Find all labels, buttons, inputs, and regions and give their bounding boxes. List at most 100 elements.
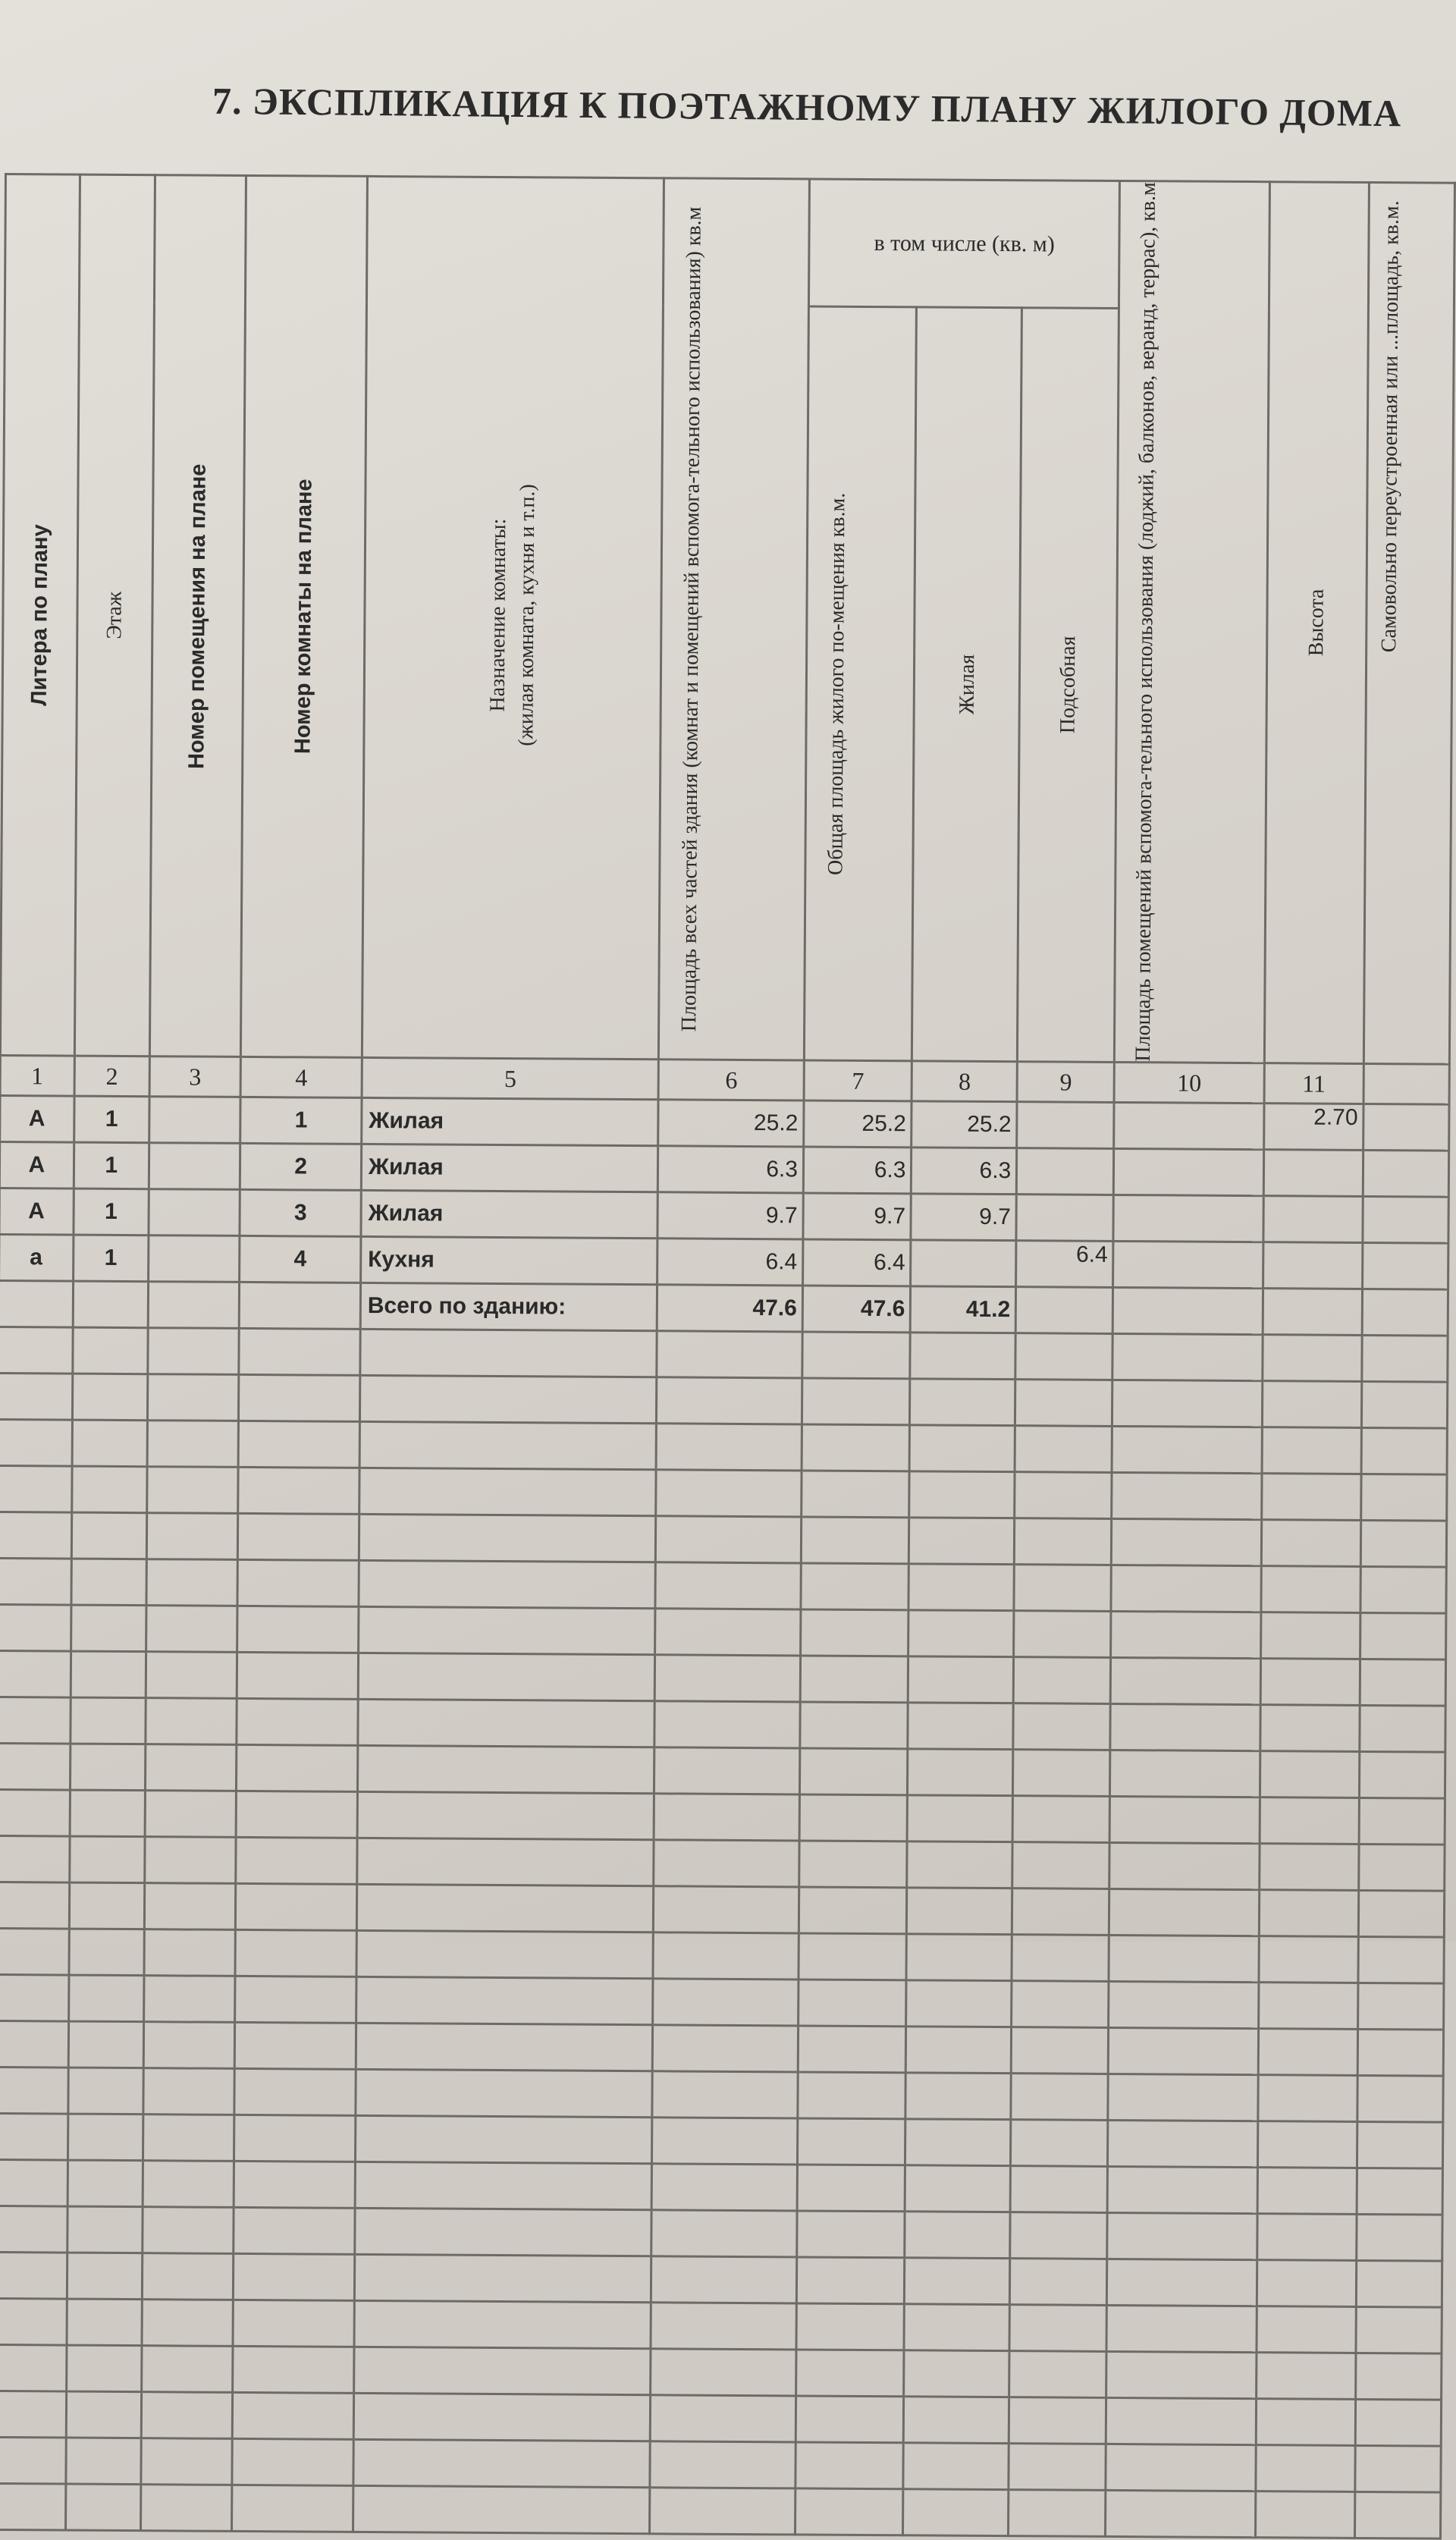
empty-cell [353,2347,651,2396]
empty-cell [909,1471,1015,1519]
empty-cell [1355,2353,1442,2400]
empty-cell [141,2392,233,2439]
empty-cell [237,1652,359,1700]
empty-cell [651,2210,798,2258]
empty-cell [1105,2490,1256,2538]
empty-cell [1109,1889,1260,1937]
cell-general: 9.7 [802,1193,912,1241]
empty-cell [904,2350,1010,2398]
empty-cell [1260,1659,1360,1706]
column-number: 9 [1017,1062,1115,1103]
empty-cell [235,1929,357,1977]
empty-cell [1013,1657,1112,1704]
empty-cell [142,2253,234,2300]
cell-unauth [1363,1196,1449,1244]
empty-cell [356,1838,654,1887]
empty-cell [795,2488,904,2536]
cell-premise [148,1189,240,1236]
empty-cell [70,1697,146,1745]
empty-cell [140,2485,233,2532]
empty-cell [1112,1380,1263,1428]
cell-general: 6.3 [803,1147,912,1195]
empty-cell [357,1699,655,1748]
cell-auxuse [1113,1195,1263,1243]
empty-cell [905,2212,1011,2259]
empty-cell [142,2207,234,2254]
empty-cell [234,1976,356,2024]
empty-cell [909,1425,1015,1473]
empty-cell [1357,2029,1444,2077]
empty-row [0,2113,1443,2169]
empty-cell [232,2346,354,2394]
empty-cell [650,2395,796,2443]
empty-cell [1011,2074,1109,2121]
cell-floor: 1 [73,1142,149,1190]
cell-unauth [1363,1104,1450,1151]
empty-cell [656,1377,802,1425]
empty-cell [795,2303,905,2351]
empty-row [0,2020,1444,2077]
empty-cell [0,2437,66,2485]
cell-total: 6.3 [657,1146,804,1194]
empty-cell [1257,2121,1358,2168]
empty-cell [234,2068,356,2116]
empty-cell [356,1884,654,1933]
empty-row [0,1558,1447,1614]
header-living: Жилая [912,306,1022,1063]
cell-general: 25.2 [803,1100,912,1148]
empty-cell [1360,1612,1446,1660]
empty-cell [908,1703,1014,1750]
empty-cell [1355,2399,1442,2447]
empty-cell [143,1929,236,1976]
empty-cell [1112,1472,1262,1521]
empty-cell [0,1974,69,2022]
empty-cell [654,1701,801,1749]
empty-row [0,2391,1442,2447]
cell-height [1263,1196,1363,1243]
empty-cell [0,1465,72,1513]
empty-cell [1110,1657,1261,1706]
empty-cell [141,2346,234,2393]
empty-cell [359,1375,657,1424]
empty-cell [651,2164,798,2212]
column-number: 3 [149,1057,241,1097]
empty-cell [234,2115,356,2162]
empty-cell [71,1512,147,1560]
explication-table: Литера по плану Этаж Номер помещения на … [0,173,1456,2540]
empty-cell [0,1882,70,1929]
empty-cell [1015,1333,1113,1380]
empty-cell [654,1840,800,1888]
empty-cell [797,2118,906,2166]
empty-cell [1012,1750,1111,1797]
cell-aux [1016,1148,1115,1195]
empty-cell [1357,2168,1443,2215]
column-number: 1 [0,1055,75,1097]
empty-cell [66,2345,142,2393]
empty-cell [1261,1474,1362,1521]
cell-purpose: Кухня [360,1236,658,1286]
empty-cell [1010,2120,1109,2167]
empty-cell [0,1789,71,1837]
empty-cell [651,2118,798,2165]
empty-cell [902,2489,1009,2537]
empty-row [0,2437,1442,2493]
empty-cell [652,2025,799,2073]
empty-cell [799,1887,908,1935]
empty-cell [1109,1981,1259,2030]
page-title: 7. ЭКСПЛИКАЦИЯ К ПОЭТАЖНОМУ ПЛАНУ ЖИЛОГО… [212,79,1402,135]
empty-cell [801,1517,910,1565]
header-unauthorized: Самовольно переустроенная или ...площадь… [1363,182,1455,1065]
empty-cell [238,1421,360,1468]
empty-cell [359,1514,657,1563]
empty-cell [903,2443,1009,2491]
empty-cell [65,2391,142,2439]
empty-cell [0,1697,71,1744]
empty-cell [1259,1797,1360,1845]
cell-aux [1016,1102,1115,1149]
empty-cell [905,2027,1012,2074]
empty-cell [67,2114,143,2162]
empty-cell [1261,1427,1362,1474]
empty-cell [1011,2027,1109,2074]
empty-cell [236,1791,358,1838]
cell-height [1263,1242,1363,1289]
